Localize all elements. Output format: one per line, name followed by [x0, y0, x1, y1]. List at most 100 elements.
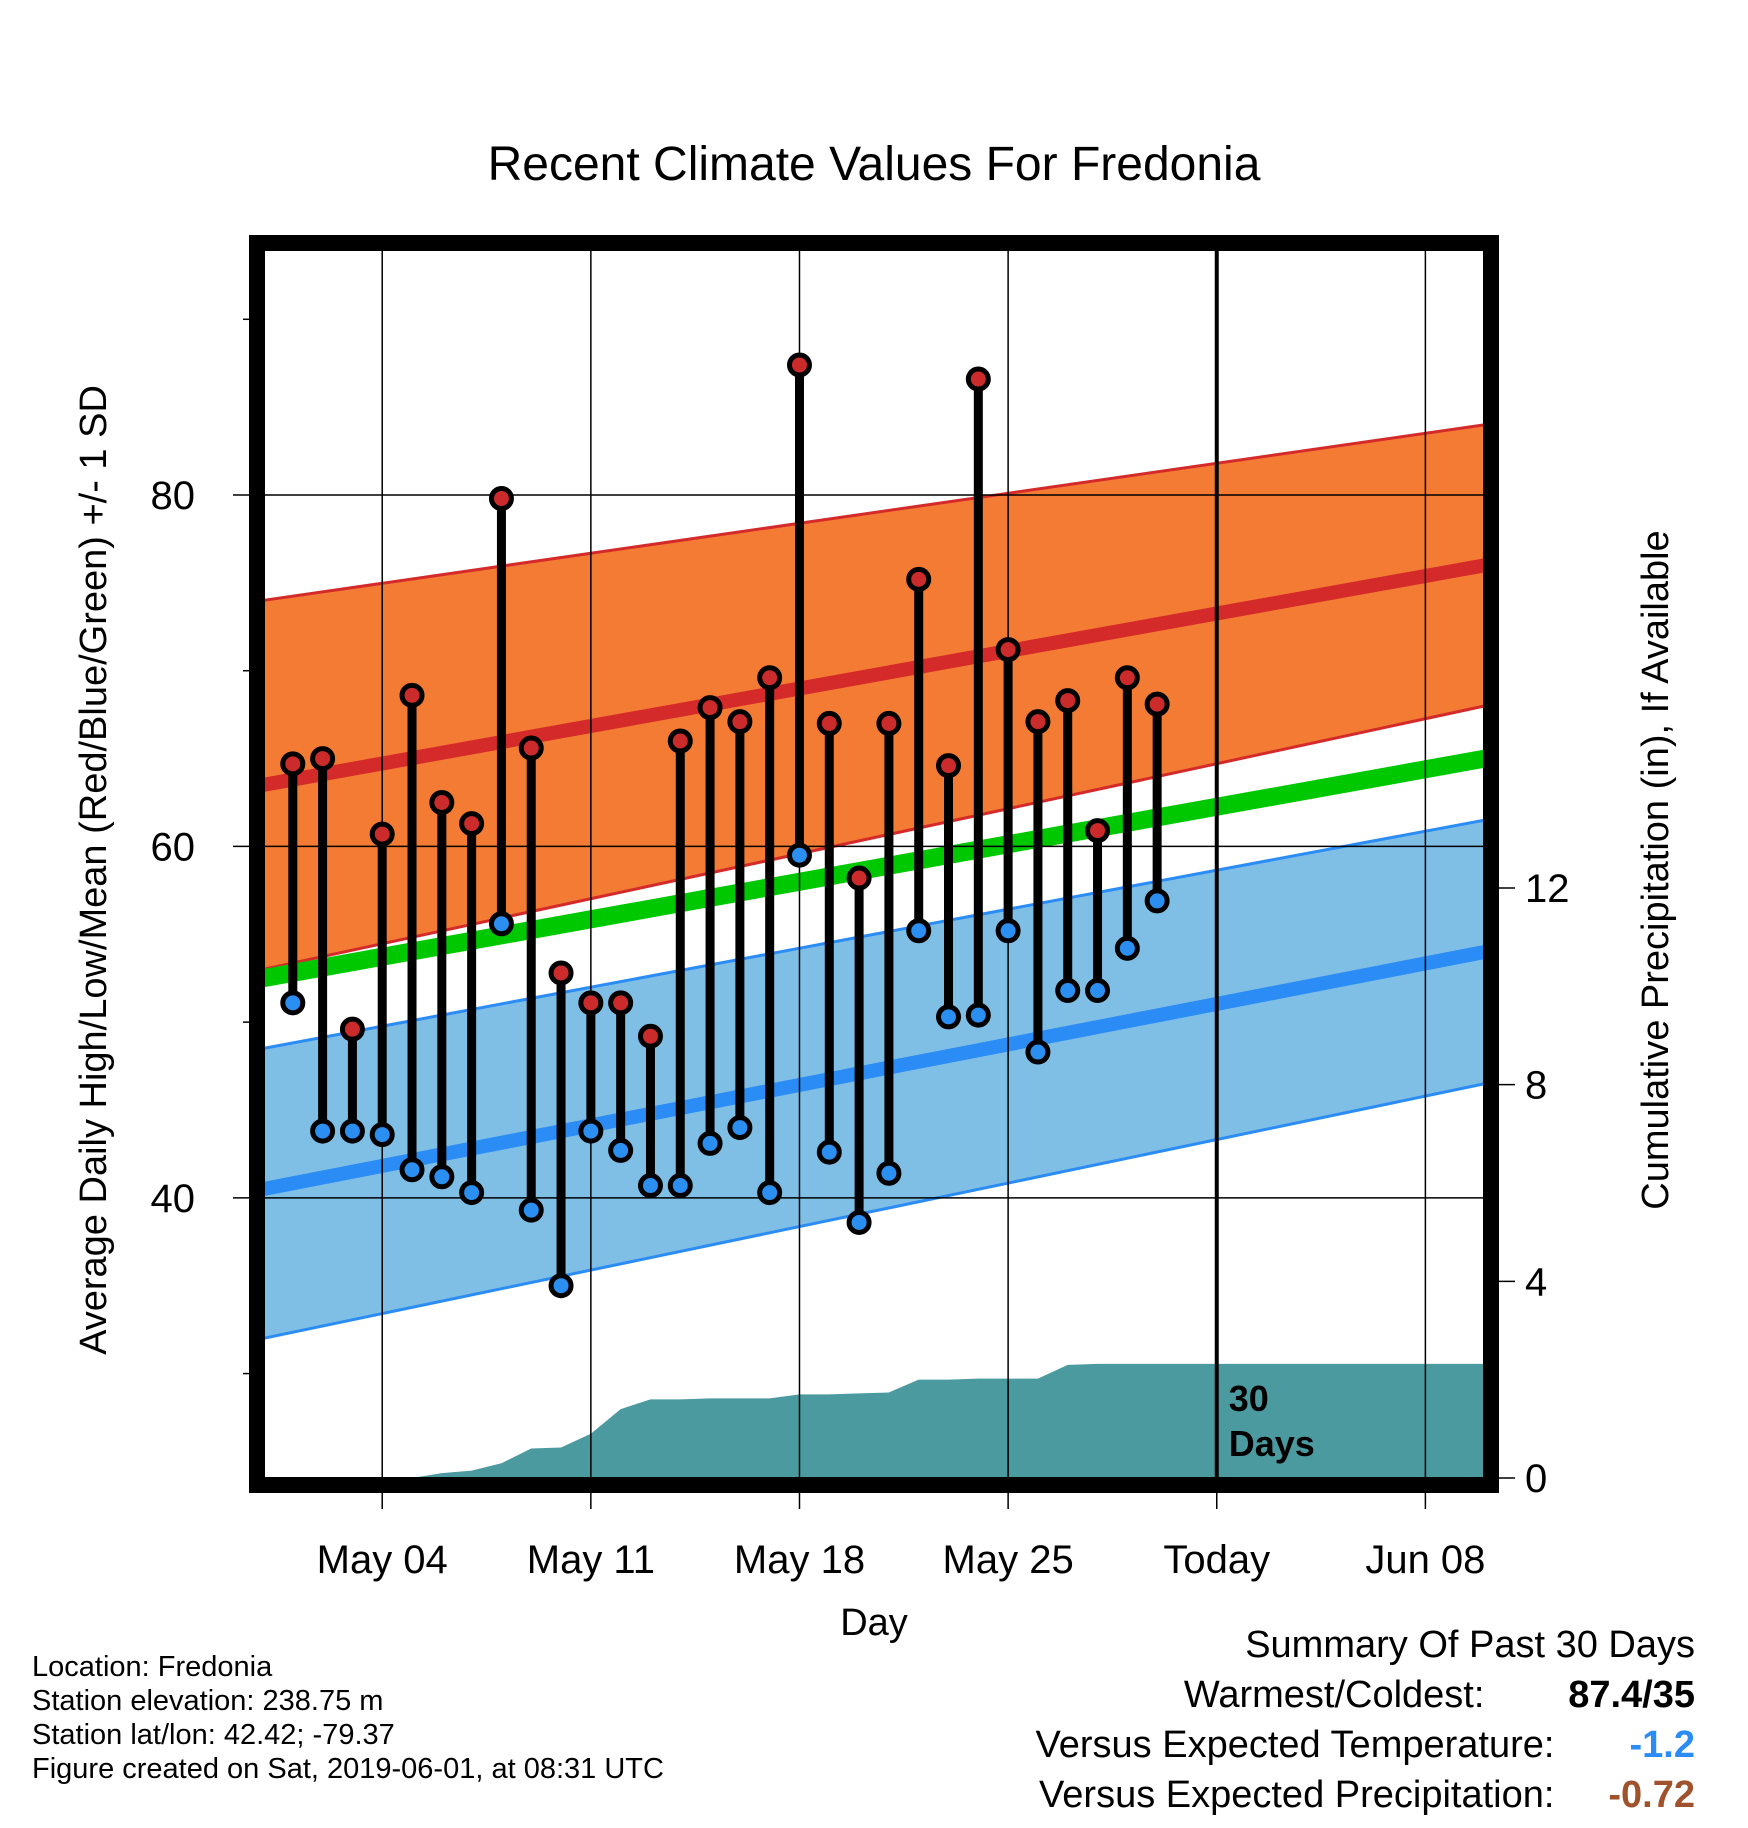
- y-tick-label: 40: [151, 1177, 196, 1221]
- high-point: [518, 735, 544, 761]
- low-point: [280, 990, 306, 1016]
- chart-title: Recent Climate Values For Fredonia: [488, 138, 1261, 191]
- high-point: [1085, 818, 1111, 844]
- high-point: [936, 753, 962, 779]
- high-point: [846, 865, 872, 891]
- y-axis-label: Average Daily High/Low/Mean (Red/Blue/Gr…: [73, 385, 115, 1355]
- x-axis-label: Day: [840, 1602, 908, 1644]
- created-text: Figure created on Sat, 2019-06-01, at 08…: [32, 1753, 664, 1785]
- high-point: [608, 990, 634, 1016]
- temp-label: Versus Expected Temperature:: [1035, 1724, 1555, 1766]
- high-point: [1025, 709, 1051, 735]
- low-point: [310, 1118, 336, 1144]
- summary-heading: Summary Of Past 30 Days: [1245, 1624, 1695, 1666]
- summary-temp-row: Versus Expected Temperature: -1.2: [1036, 1724, 1695, 1767]
- x-tick-label: May 18: [734, 1538, 865, 1582]
- precip-value: -0.72: [1608, 1774, 1695, 1816]
- high-point: [757, 665, 783, 691]
- x-tick-label: Jun 08: [1365, 1538, 1485, 1582]
- low-point: [1114, 935, 1140, 961]
- days-label: 30: [1229, 1378, 1269, 1419]
- low-point: [995, 918, 1021, 944]
- x-tick-label: May 25: [943, 1538, 1074, 1582]
- high-point: [1144, 691, 1170, 717]
- high-point: [906, 566, 932, 592]
- low-point: [608, 1137, 634, 1163]
- low-point: [578, 1118, 604, 1144]
- high-point: [667, 728, 693, 754]
- high-point: [280, 751, 306, 777]
- high-point: [578, 990, 604, 1016]
- high-point: [727, 709, 753, 735]
- low-point: [369, 1122, 395, 1148]
- high-mean-line: [261, 558, 1487, 792]
- low-mean-line: [261, 944, 1487, 1196]
- plot-frame: [249, 235, 1499, 1493]
- low-point: [786, 842, 812, 868]
- high-lower-line: [262, 704, 1486, 971]
- x-tick-label: May 04: [317, 1538, 448, 1582]
- summary-precip-row: Versus Expected Precipitation: -0.72: [1039, 1774, 1695, 1817]
- high-point: [637, 1023, 663, 1049]
- low-point: [339, 1118, 365, 1144]
- low-point: [757, 1180, 783, 1206]
- location-text: Location: Fredonia: [32, 1651, 273, 1683]
- days-label: Days: [1229, 1423, 1315, 1464]
- high-normal-band: [263, 424, 1485, 970]
- precip-area: [263, 1363, 1485, 1478]
- low-point: [667, 1173, 693, 1199]
- high-point: [459, 811, 485, 837]
- high-point: [429, 790, 455, 815]
- high-point: [369, 821, 395, 847]
- high-point: [876, 710, 902, 736]
- y-tick-label: 60: [151, 825, 196, 869]
- low-point: [1085, 978, 1111, 1004]
- y-tick-label: 80: [151, 474, 196, 518]
- low-point: [459, 1180, 485, 1206]
- high-point: [1114, 665, 1140, 691]
- latlon-text: Station lat/lon: 42.42; -79.37: [32, 1719, 395, 1751]
- low-point: [906, 918, 932, 944]
- low-point: [399, 1157, 425, 1183]
- mean-line: [261, 749, 1487, 988]
- high-point: [339, 1016, 365, 1042]
- station-info: Location: Fredonia Station elevation: 23…: [32, 1650, 664, 1786]
- y2-axis-label: Cumulative Precipitation (in), If Availa…: [1635, 530, 1677, 1209]
- high-point: [697, 695, 723, 721]
- x-tick-label: Today: [1163, 1538, 1270, 1582]
- low-point: [488, 911, 514, 937]
- high-point: [965, 366, 991, 392]
- high-point: [399, 682, 425, 708]
- high-point: [816, 710, 842, 736]
- low-point: [637, 1173, 663, 1199]
- low-normal-band: [263, 820, 1485, 1339]
- low-upper-line: [262, 818, 1486, 1050]
- high-upper-line: [262, 423, 1486, 602]
- high-point: [786, 352, 812, 378]
- precip-label: Versus Expected Precipitation:: [1039, 1774, 1555, 1816]
- low-point: [936, 1004, 962, 1030]
- low-point: [965, 1002, 991, 1028]
- y2-tick-label: 12: [1525, 867, 1570, 911]
- low-point: [518, 1197, 544, 1223]
- warmest-value: 87.4/35: [1568, 1674, 1695, 1716]
- low-point: [1055, 978, 1081, 1004]
- low-lower-line: [262, 1082, 1486, 1340]
- low-point: [727, 1115, 753, 1141]
- low-point: [816, 1139, 842, 1165]
- summary-warmest-row: Warmest/Coldest: 87.4/35: [1184, 1674, 1695, 1717]
- y2-tick-label: 0: [1525, 1457, 1547, 1501]
- low-point: [876, 1160, 902, 1186]
- y2-tick-label: 8: [1525, 1064, 1547, 1108]
- high-point: [995, 637, 1021, 663]
- low-point: [846, 1209, 872, 1235]
- x-tick-label: May 11: [527, 1538, 655, 1582]
- low-point: [697, 1130, 723, 1156]
- low-point: [548, 1273, 574, 1299]
- high-point: [1055, 688, 1081, 714]
- elevation-text: Station elevation: 238.75 m: [32, 1685, 384, 1717]
- y2-tick-label: 4: [1525, 1260, 1547, 1304]
- temp-value: -1.2: [1629, 1724, 1695, 1766]
- low-point: [1025, 1039, 1051, 1065]
